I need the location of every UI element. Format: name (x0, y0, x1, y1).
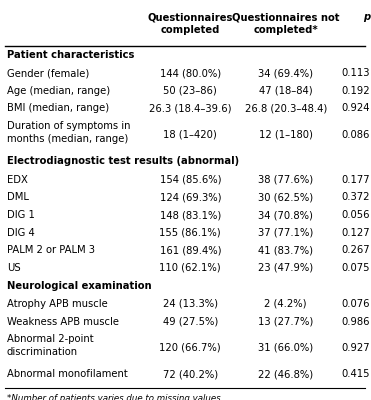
Text: 37 (77.1%): 37 (77.1%) (258, 228, 313, 238)
Text: 161 (89.4%): 161 (89.4%) (160, 245, 221, 255)
Text: 0.927: 0.927 (341, 343, 370, 353)
Text: 120 (66.7%): 120 (66.7%) (160, 343, 221, 353)
Text: 72 (40.2%): 72 (40.2%) (163, 370, 218, 380)
Text: p: p (363, 12, 370, 22)
Text: 34 (70.8%): 34 (70.8%) (258, 210, 313, 220)
Text: Abnormal monofilament: Abnormal monofilament (7, 370, 128, 380)
Text: 0.086: 0.086 (342, 130, 370, 140)
Text: 22 (46.8%): 22 (46.8%) (258, 370, 313, 380)
Text: 0.192: 0.192 (341, 86, 370, 96)
Text: 148 (83.1%): 148 (83.1%) (160, 210, 221, 220)
Text: Patient characteristics: Patient characteristics (7, 50, 134, 60)
Text: 34 (69.4%): 34 (69.4%) (258, 68, 313, 78)
Text: 18 (1–420): 18 (1–420) (163, 130, 217, 140)
Text: 124 (69.3%): 124 (69.3%) (160, 192, 221, 202)
Text: Atrophy APB muscle: Atrophy APB muscle (7, 299, 108, 309)
Text: 110 (62.1%): 110 (62.1%) (160, 263, 221, 273)
Text: Age (median, range): Age (median, range) (7, 86, 110, 96)
Text: 0.924: 0.924 (342, 104, 370, 114)
Text: *Number of patients varies due to missing values.: *Number of patients varies due to missin… (7, 394, 223, 400)
Text: 30 (62.5%): 30 (62.5%) (258, 192, 313, 202)
Text: 31 (66.0%): 31 (66.0%) (258, 343, 313, 353)
Text: 26.8 (20.3–48.4): 26.8 (20.3–48.4) (244, 104, 327, 114)
Text: EDX: EDX (7, 175, 28, 185)
Text: 0.372: 0.372 (342, 192, 370, 202)
Text: 0.075: 0.075 (342, 263, 370, 273)
Text: BMI (median, range): BMI (median, range) (7, 104, 109, 114)
Text: 0.177: 0.177 (341, 175, 370, 185)
Text: 0.267: 0.267 (341, 245, 370, 255)
Text: 24 (13.3%): 24 (13.3%) (163, 299, 218, 309)
Text: US: US (7, 263, 20, 273)
Text: 13 (27.7%): 13 (27.7%) (258, 316, 313, 326)
Text: DIG 1: DIG 1 (7, 210, 35, 220)
Text: 144 (80.0%): 144 (80.0%) (160, 68, 221, 78)
Text: Weakness APB muscle: Weakness APB muscle (7, 316, 119, 326)
Text: 12 (1–180): 12 (1–180) (259, 130, 313, 140)
Text: 0.113: 0.113 (342, 68, 370, 78)
Text: 47 (18–84): 47 (18–84) (259, 86, 312, 96)
Text: 0.056: 0.056 (342, 210, 370, 220)
Text: 2 (4.2%): 2 (4.2%) (265, 299, 307, 309)
Text: Gender (female): Gender (female) (7, 68, 89, 78)
Text: Electrodiagnostic test results (abnormal): Electrodiagnostic test results (abnormal… (7, 156, 239, 166)
Text: 0.127: 0.127 (341, 228, 370, 238)
Text: Neurological examination: Neurological examination (7, 280, 151, 290)
Text: 38 (77.6%): 38 (77.6%) (258, 175, 313, 185)
Text: 154 (85.6%): 154 (85.6%) (160, 175, 221, 185)
Text: Questionnaires not
completed*: Questionnaires not completed* (232, 12, 339, 35)
Text: 0.415: 0.415 (342, 370, 370, 380)
Text: 155 (86.1%): 155 (86.1%) (160, 228, 221, 238)
Text: PALM 2 or PALM 3: PALM 2 or PALM 3 (7, 245, 95, 255)
Text: 49 (27.5%): 49 (27.5%) (162, 316, 218, 326)
Text: DIG 4: DIG 4 (7, 228, 35, 238)
Text: 23 (47.9%): 23 (47.9%) (258, 263, 313, 273)
Text: 50 (23–86): 50 (23–86) (163, 86, 217, 96)
Text: 26.3 (18.4–39.6): 26.3 (18.4–39.6) (149, 104, 232, 114)
Text: Abnormal 2-point
discrimination: Abnormal 2-point discrimination (7, 334, 93, 356)
Text: 0.986: 0.986 (342, 316, 370, 326)
Text: Duration of symptoms in
months (median, range): Duration of symptoms in months (median, … (7, 121, 130, 144)
Text: 41 (83.7%): 41 (83.7%) (258, 245, 313, 255)
Text: Questionnaires
completed: Questionnaires completed (148, 12, 233, 35)
Text: 0.076: 0.076 (342, 299, 370, 309)
Text: DML: DML (7, 192, 29, 202)
